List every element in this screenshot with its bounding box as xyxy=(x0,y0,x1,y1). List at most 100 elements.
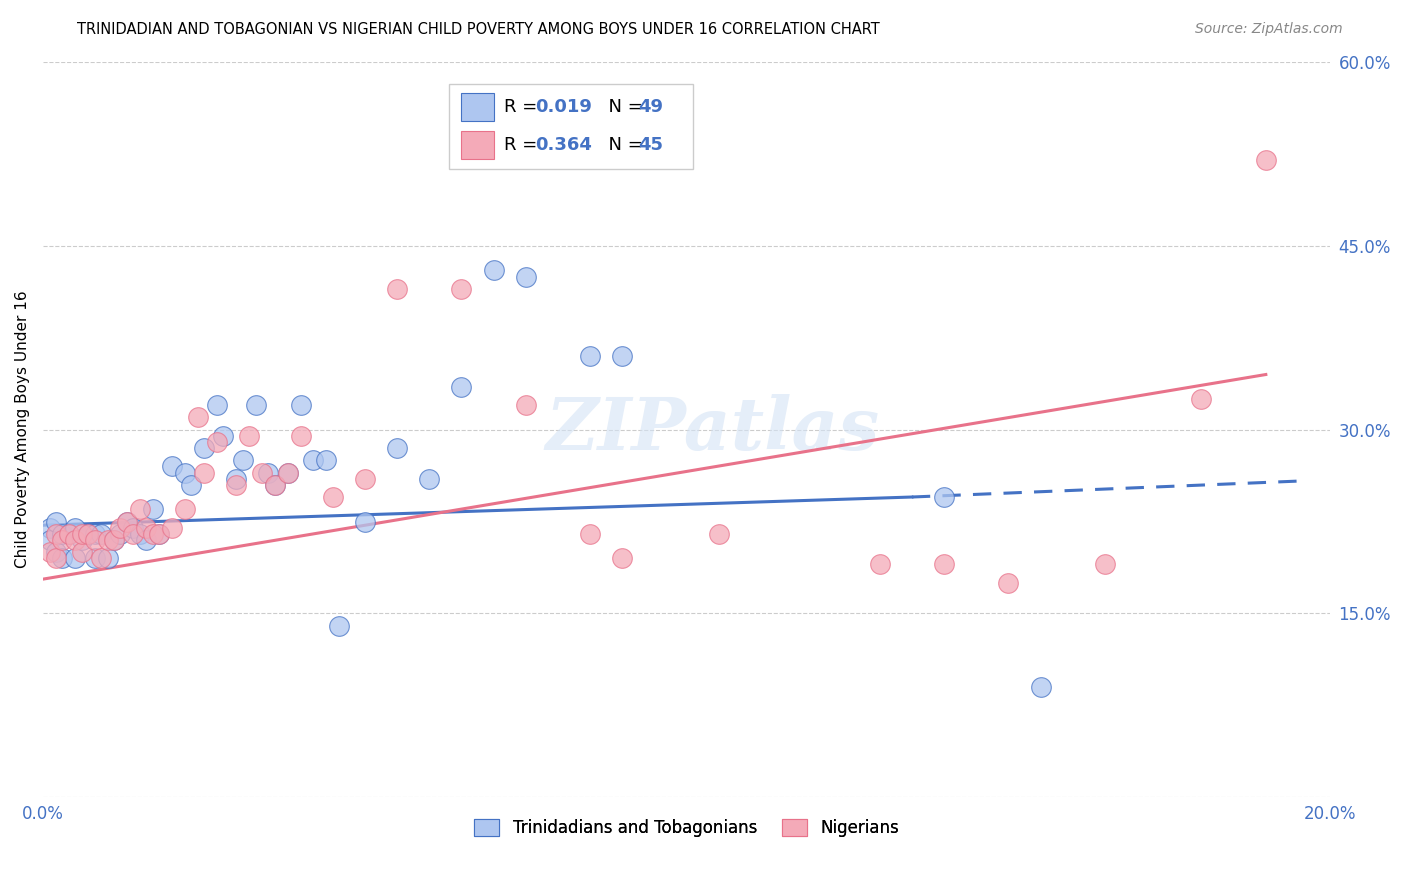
Point xyxy=(180,477,202,491)
Text: TRINIDADIAN AND TOBAGONIAN VS NIGERIAN CHILD POVERTY AMONG BOYS UNDER 16 CORRELA: TRINIDADIAN AND TOBAGONIAN VS NIGERIAN C… xyxy=(77,22,880,37)
Point xyxy=(90,551,112,566)
Point xyxy=(263,477,285,491)
Text: ZIPatlas: ZIPatlas xyxy=(546,394,880,465)
Point xyxy=(90,526,112,541)
Point xyxy=(122,526,145,541)
Point xyxy=(612,349,634,363)
Point xyxy=(45,551,67,566)
Legend: Trinidadians and Tobagonians, Nigerians: Trinidadians and Tobagonians, Nigerians xyxy=(468,813,905,844)
Point xyxy=(450,282,472,296)
Point xyxy=(135,521,157,535)
FancyBboxPatch shape xyxy=(449,84,693,169)
Point xyxy=(385,441,408,455)
Point xyxy=(212,429,235,443)
Point xyxy=(932,490,955,504)
Point xyxy=(122,521,145,535)
Point xyxy=(173,502,195,516)
Point xyxy=(58,526,80,541)
Point xyxy=(225,472,247,486)
Point xyxy=(290,398,312,412)
Point xyxy=(110,521,132,535)
Point xyxy=(38,545,60,559)
Point xyxy=(579,349,602,363)
Point xyxy=(70,533,93,547)
Point xyxy=(103,533,125,547)
Point xyxy=(45,545,67,559)
Point xyxy=(83,526,105,541)
Point xyxy=(115,515,138,529)
Point xyxy=(187,410,209,425)
Text: Source: ZipAtlas.com: Source: ZipAtlas.com xyxy=(1195,22,1343,37)
Text: R =: R = xyxy=(503,98,543,116)
Point xyxy=(110,526,132,541)
Point xyxy=(65,533,87,547)
Point xyxy=(70,545,93,559)
Text: N =: N = xyxy=(596,136,648,154)
Point xyxy=(1191,392,1213,406)
Point xyxy=(38,533,60,547)
Point xyxy=(160,521,183,535)
Point xyxy=(135,533,157,547)
Point xyxy=(418,472,440,486)
Point xyxy=(579,526,602,541)
Text: 0.364: 0.364 xyxy=(534,136,592,154)
Point xyxy=(148,526,170,541)
Point xyxy=(385,282,408,296)
Point xyxy=(315,453,337,467)
Point xyxy=(869,558,891,572)
Point xyxy=(51,551,73,566)
Point xyxy=(612,551,634,566)
Point xyxy=(277,466,299,480)
Text: 0.019: 0.019 xyxy=(534,98,592,116)
Point xyxy=(250,466,273,480)
Point xyxy=(932,558,955,572)
Point xyxy=(193,466,215,480)
Y-axis label: Child Poverty Among Boys Under 16: Child Poverty Among Boys Under 16 xyxy=(15,291,30,568)
Point xyxy=(65,521,87,535)
Bar xyxy=(461,131,494,159)
Point xyxy=(58,526,80,541)
Point xyxy=(103,533,125,547)
Point xyxy=(450,380,472,394)
Point xyxy=(515,269,537,284)
Point xyxy=(515,398,537,412)
Point xyxy=(277,466,299,480)
Text: 45: 45 xyxy=(638,136,662,154)
Point xyxy=(1094,558,1116,572)
Point xyxy=(482,263,505,277)
Point xyxy=(173,466,195,480)
Point xyxy=(51,526,73,541)
Point xyxy=(263,477,285,491)
Point xyxy=(232,453,254,467)
Point xyxy=(225,477,247,491)
Point xyxy=(148,526,170,541)
Bar xyxy=(461,93,494,121)
Point xyxy=(1254,153,1277,168)
Point xyxy=(96,551,118,566)
Point xyxy=(193,441,215,455)
Point xyxy=(238,429,260,443)
Point xyxy=(205,434,228,449)
Point xyxy=(142,526,165,541)
Point xyxy=(83,551,105,566)
Point xyxy=(70,526,93,541)
Point xyxy=(707,526,730,541)
Point xyxy=(354,472,377,486)
Point xyxy=(115,515,138,529)
Point xyxy=(1029,680,1052,694)
Point xyxy=(245,398,267,412)
Point xyxy=(997,575,1019,590)
Point xyxy=(322,490,344,504)
Point xyxy=(51,533,73,547)
Point xyxy=(96,533,118,547)
Point xyxy=(142,502,165,516)
Text: 49: 49 xyxy=(638,98,662,116)
Point xyxy=(328,618,350,632)
Point xyxy=(77,526,100,541)
Point xyxy=(45,515,67,529)
Point xyxy=(38,521,60,535)
Point xyxy=(128,526,150,541)
Point xyxy=(45,526,67,541)
Text: R =: R = xyxy=(503,136,543,154)
Point xyxy=(65,551,87,566)
